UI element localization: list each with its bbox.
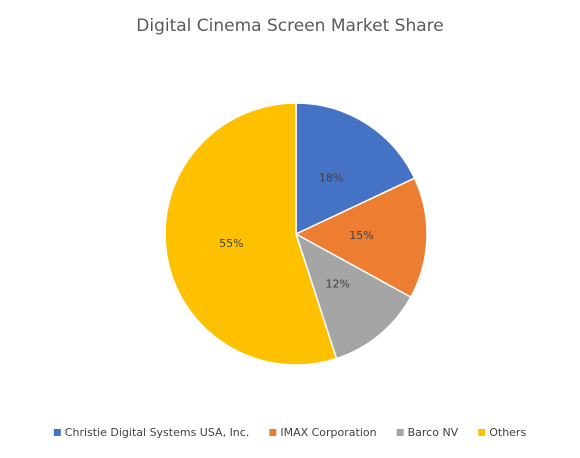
pie-slice: [294, 177, 428, 299]
legend-swatch: [53, 429, 61, 436]
legend-label: Others: [489, 426, 526, 439]
pie-slice: [295, 102, 416, 236]
pie-slice: [164, 102, 338, 366]
data-label: 18%: [319, 172, 343, 185]
legend-label: Barco NV: [408, 426, 459, 439]
legend-swatch: [478, 429, 486, 436]
legend-label: Christie Digital Systems USA, Inc.: [65, 426, 250, 439]
chart-title: Digital Cinema Screen Market Share: [136, 16, 444, 36]
data-label: 55%: [219, 237, 243, 250]
pie-slice: [294, 232, 412, 360]
data-label: 15%: [349, 229, 373, 242]
legend-swatch: [269, 429, 277, 436]
data-label: 12%: [326, 277, 350, 290]
legend-swatch: [396, 429, 404, 436]
legend-label: IMAX Corporation: [280, 426, 376, 439]
